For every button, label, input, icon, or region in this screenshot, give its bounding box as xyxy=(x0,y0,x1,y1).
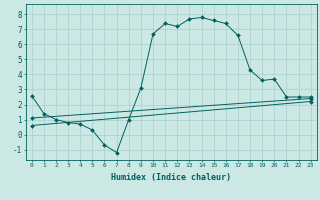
X-axis label: Humidex (Indice chaleur): Humidex (Indice chaleur) xyxy=(111,173,231,182)
